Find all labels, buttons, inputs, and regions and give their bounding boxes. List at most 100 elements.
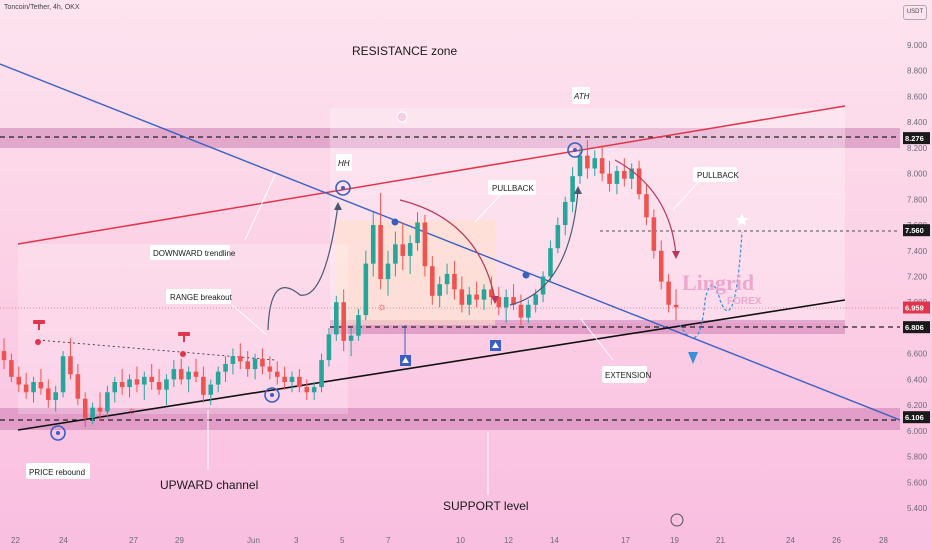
price-tick: 6.200	[907, 401, 928, 410]
candle-body	[31, 381, 36, 393]
price-badges: 8.276 7.560 6.959 6.806 6.106	[903, 132, 930, 424]
candle-body	[267, 366, 273, 372]
lightning-icon	[670, 513, 684, 527]
candle-body	[466, 294, 472, 305]
candle-body	[260, 358, 265, 367]
candle-body	[651, 217, 657, 251]
candle-body	[348, 335, 354, 341]
price-scale[interactable]: 9.0008.8008.6008.4008.2008.0007.8007.600…	[907, 41, 928, 513]
currency-badge[interactable]: USDT	[903, 5, 927, 20]
candle-body	[90, 407, 95, 418]
price-badge-label: 8.276	[905, 134, 924, 143]
range-breakout-arrow	[267, 204, 339, 331]
candle-body	[46, 388, 51, 400]
candle-body	[511, 297, 516, 305]
candle-body	[430, 266, 435, 296]
candle-body	[53, 392, 58, 400]
candle-body	[422, 222, 428, 267]
candle-body	[282, 376, 287, 382]
resistance-zone-label: RESISTANCE zone	[352, 44, 457, 58]
candle-body	[68, 356, 73, 375]
candle-body	[614, 171, 620, 184]
hh-label: HH	[338, 159, 350, 168]
hammer-icon	[33, 320, 190, 342]
candle-body	[378, 225, 383, 280]
candle-body	[304, 387, 310, 393]
time-tick: 21	[716, 536, 725, 545]
symbol-title: Toncoin/Tether, 4h, OKX	[4, 4, 80, 11]
ath-marker	[567, 142, 583, 158]
candle-body	[636, 168, 642, 195]
candle-body	[230, 356, 236, 364]
time-axis[interactable]: 22 24 27 29 Jun 3 5 7 10 12 14 17 19 21 24 26 28	[11, 536, 888, 545]
candle-body	[533, 294, 538, 305]
candle-body	[149, 376, 154, 382]
price-tick: 6.600	[907, 350, 928, 359]
candle-body	[171, 369, 177, 380]
candle-body	[370, 225, 376, 264]
downward-trendline-label: DOWNWARD trendline	[153, 249, 236, 258]
time-tick: 27	[129, 536, 138, 545]
candle-body	[252, 358, 258, 370]
up-arrow-icon	[400, 325, 501, 366]
candle-body	[356, 315, 361, 336]
candle-body	[164, 379, 169, 390]
candle-body	[193, 371, 199, 377]
range-breakout-label: RANGE breakout	[170, 293, 233, 302]
pullback-arrows	[267, 159, 743, 339]
candle-body	[459, 289, 465, 305]
candle-body	[297, 376, 302, 388]
candle-body	[274, 371, 280, 377]
arrow-heads	[334, 186, 680, 304]
horizontal-levels	[0, 136, 900, 421]
candle-body	[341, 302, 346, 341]
candle-body	[548, 248, 553, 277]
candle-body	[363, 263, 369, 316]
currency-label: USDT	[906, 9, 924, 15]
candle-body	[319, 360, 324, 388]
candle-body	[607, 173, 612, 184]
candle-body	[208, 384, 214, 395]
blue-drop-icon	[688, 352, 698, 364]
price-badge-label: 6.806	[905, 323, 924, 332]
candle-body	[112, 381, 118, 393]
candle-body	[666, 281, 671, 305]
range-box	[335, 220, 495, 325]
price-tick: 9.000	[907, 41, 928, 50]
candle-body	[400, 244, 406, 256]
candle-body	[38, 381, 44, 389]
candle-body	[134, 379, 140, 385]
candle-body	[658, 250, 664, 282]
candle-body	[489, 289, 494, 298]
support-zone	[0, 408, 900, 430]
candle-body	[562, 201, 568, 226]
lower-channel-fill	[18, 244, 348, 414]
time-tick: 19	[670, 536, 679, 545]
candle-body	[9, 360, 14, 377]
time-tick: 24	[59, 536, 68, 545]
price-tick: 6.000	[907, 427, 928, 436]
candle-body	[326, 334, 332, 361]
target-star-icon	[735, 213, 749, 226]
candle-body	[503, 297, 509, 308]
price-badge-label: 6.959	[905, 303, 924, 312]
ath-label: ATH	[573, 92, 590, 101]
upward-channel-line	[17, 299, 846, 431]
candle-body	[385, 263, 391, 280]
candle-body	[82, 398, 88, 418]
time-tick: 24	[786, 536, 795, 545]
candle-body	[407, 243, 413, 256]
red-dots	[35, 339, 186, 357]
candle-body	[540, 276, 546, 295]
candle-body	[201, 376, 206, 395]
candle-body	[629, 168, 634, 179]
candle-body	[311, 387, 317, 393]
time-tick: 3	[294, 536, 299, 545]
breakout-marker	[264, 387, 280, 403]
time-tick: Jun	[247, 536, 260, 545]
price-badge	[903, 411, 930, 424]
price-badge	[903, 224, 930, 237]
projection-path	[679, 231, 743, 339]
